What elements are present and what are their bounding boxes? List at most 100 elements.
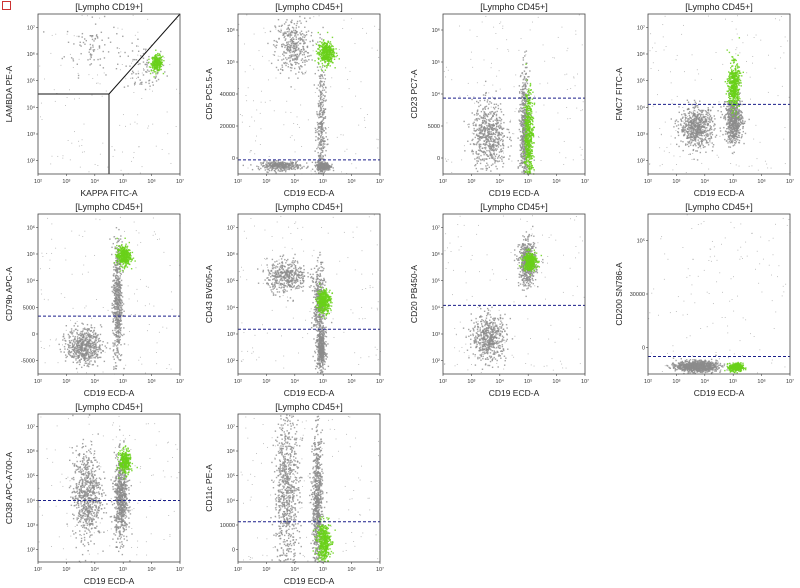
gray-event <box>484 128 487 131</box>
gray-event <box>697 108 700 111</box>
background-event <box>710 78 712 80</box>
background-event <box>253 33 255 35</box>
plot-frame <box>442 13 586 175</box>
green-event <box>326 56 329 59</box>
background-event <box>343 19 345 21</box>
green-event <box>327 58 330 61</box>
gray-event <box>520 103 522 106</box>
gray-event <box>298 164 301 166</box>
gray-event <box>489 148 491 150</box>
green-event <box>526 121 529 124</box>
green-event <box>531 155 533 157</box>
background-event <box>576 107 578 109</box>
gray-event <box>697 132 700 135</box>
gray-event <box>489 111 491 114</box>
background-event <box>753 37 755 39</box>
background-event <box>542 44 544 46</box>
gray-event <box>323 74 326 76</box>
green-event <box>525 120 527 123</box>
gray-event <box>491 136 493 138</box>
gray-event <box>690 142 692 144</box>
background-event <box>244 43 245 45</box>
gray-event <box>522 115 524 117</box>
gray-event <box>483 136 485 138</box>
gray-event <box>314 72 316 75</box>
gray-event <box>687 133 690 135</box>
green-event <box>525 141 527 143</box>
green-event <box>525 105 527 107</box>
gray-event <box>142 61 145 63</box>
green-event <box>149 72 152 75</box>
green-event <box>525 111 528 113</box>
gray-event <box>290 31 293 34</box>
gray-event <box>496 168 498 170</box>
gray-event <box>324 161 327 164</box>
gray-event <box>143 48 145 50</box>
gray-event <box>699 115 702 117</box>
green-event <box>523 106 525 109</box>
gray-event <box>275 163 277 166</box>
green-event <box>327 64 330 66</box>
gray-event <box>320 156 322 158</box>
background-event <box>730 162 732 164</box>
gray-event <box>270 162 273 165</box>
background-event <box>471 132 473 134</box>
gray-event <box>275 40 277 42</box>
green-event <box>525 137 527 139</box>
green-event <box>526 154 529 157</box>
background-event <box>362 28 364 29</box>
green-event <box>526 169 528 172</box>
background-event <box>683 24 684 26</box>
gray-event <box>490 154 493 156</box>
gray-event <box>525 66 527 69</box>
green-event <box>327 59 330 62</box>
gray-event <box>475 134 478 136</box>
green-event <box>529 96 532 99</box>
gray-event <box>319 170 321 173</box>
green-event <box>336 54 339 57</box>
background-event <box>564 74 566 76</box>
gray-event <box>327 143 329 145</box>
green-event <box>162 72 165 75</box>
gray-event <box>317 166 319 168</box>
gray-event <box>322 140 324 142</box>
gray-event <box>306 46 309 49</box>
gray-event <box>522 96 524 98</box>
gray-event <box>494 149 496 151</box>
gray-event <box>316 113 318 115</box>
gray-event <box>492 157 494 160</box>
background-event <box>538 136 539 138</box>
gray-event <box>297 164 299 167</box>
gray-event <box>523 91 526 94</box>
green-event <box>331 61 334 64</box>
gray-event <box>681 129 683 131</box>
green-event <box>526 113 529 116</box>
background-event <box>578 14 580 16</box>
background-event <box>659 128 661 129</box>
gray-event <box>289 161 292 163</box>
gray-event <box>319 90 321 93</box>
green-event <box>161 63 163 66</box>
y-tick-label: 10³ <box>27 132 35 138</box>
gray-event <box>703 131 705 133</box>
gray-event <box>713 115 715 117</box>
background-event <box>493 26 495 28</box>
green-event <box>526 108 528 111</box>
green-event <box>528 155 530 158</box>
gray-event <box>325 169 327 171</box>
background-event <box>683 71 685 73</box>
gray-event <box>103 15 106 18</box>
gray-event <box>477 117 479 120</box>
gray-event <box>475 123 477 126</box>
gray-event <box>524 120 526 122</box>
background-event <box>750 98 751 100</box>
gray-event <box>708 129 710 132</box>
gray-event <box>267 165 270 168</box>
background-event <box>459 25 460 27</box>
gray-event <box>275 164 278 167</box>
gray-event <box>693 109 695 112</box>
gray-event <box>319 85 322 87</box>
green-event <box>156 58 159 60</box>
gray-event <box>493 140 495 142</box>
background-event <box>99 17 101 19</box>
